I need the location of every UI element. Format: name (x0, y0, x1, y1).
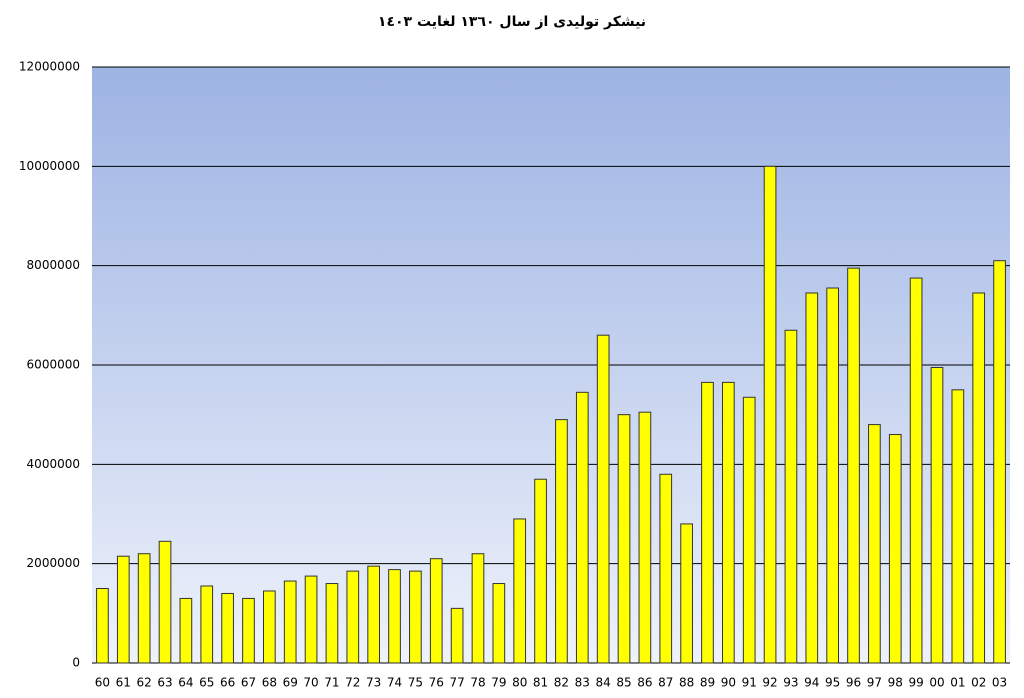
y-tick-label: 6000000 (27, 358, 80, 372)
bar (137, 553, 151, 664)
bar (596, 334, 610, 664)
bar (972, 292, 986, 664)
y-tick-label: 4000000 (27, 457, 80, 471)
bar (617, 414, 631, 664)
x-tick-label: 88 (679, 676, 694, 690)
x-tick-label: 78 (470, 676, 485, 690)
x-tick-label: 82 (554, 676, 569, 690)
x-tick-label: 98 (888, 676, 903, 690)
x-tick-label: 71 (324, 676, 339, 690)
x-tick-label: 72 (345, 676, 360, 690)
bar (638, 411, 652, 664)
y-tick-label: 12000000 (19, 60, 80, 74)
bar (283, 580, 297, 664)
x-tick-label: 81 (533, 676, 548, 690)
bar (721, 381, 735, 664)
x-tick-label: 97 (867, 676, 882, 690)
bar (909, 277, 923, 664)
bar (847, 267, 860, 664)
x-tick-label: 00 (929, 676, 944, 690)
bar (325, 583, 339, 664)
bar (429, 558, 443, 664)
x-tick-label: 96 (846, 676, 861, 690)
x-tick-label: 84 (596, 676, 611, 690)
x-tick-label: 85 (616, 676, 631, 690)
bar (784, 329, 798, 664)
bar (680, 523, 693, 664)
x-tick-label: 86 (637, 676, 652, 690)
bar (367, 565, 381, 664)
bar (805, 292, 819, 664)
bar (555, 419, 568, 664)
bar (742, 396, 756, 664)
y-tick-label: 2000000 (27, 556, 80, 570)
bar (575, 391, 589, 664)
bar (513, 518, 527, 664)
x-tick-label: 99 (908, 676, 923, 690)
x-tick-label: 77 (449, 676, 464, 690)
x-tick-label: 67 (241, 676, 256, 690)
bar (763, 165, 777, 664)
x-tick-label: 60 (95, 676, 110, 690)
x-tick-label: 61 (116, 676, 131, 690)
x-tick-label: 80 (512, 676, 527, 690)
bar (116, 555, 130, 664)
x-tick-label: 94 (804, 676, 819, 690)
x-tick-label: 73 (366, 676, 381, 690)
bar (868, 424, 881, 664)
bar (200, 585, 214, 664)
bar (96, 588, 109, 664)
x-tick-label: 93 (783, 676, 798, 690)
bar (993, 260, 1006, 664)
bar (346, 570, 360, 664)
x-tick-label: 66 (220, 676, 235, 690)
x-tick-label: 75 (408, 676, 423, 690)
x-tick-label: 83 (575, 676, 590, 690)
bar (388, 569, 401, 664)
x-tick-label: 87 (658, 676, 673, 690)
bar (471, 553, 485, 664)
bar (951, 389, 965, 664)
x-tick-label: 62 (137, 676, 152, 690)
x-tick-label: 68 (262, 676, 277, 690)
bar (659, 473, 673, 664)
x-tick-label: 63 (157, 676, 172, 690)
x-tick-label: 01 (950, 676, 965, 690)
bar (492, 583, 506, 664)
bar (534, 478, 547, 664)
x-tick-label: 64 (178, 676, 193, 690)
bar (221, 592, 234, 664)
x-tick-label: 89 (700, 676, 715, 690)
y-tick-label: 0 (72, 656, 80, 670)
y-tick-label: 8000000 (27, 258, 80, 272)
bar (304, 575, 318, 664)
x-tick-label: 65 (199, 676, 214, 690)
x-tick-label: 70 (303, 676, 318, 690)
chart-title: نیشکر تولیدی از سال ١٣٦٠ لغایت ١٤٠٣ (378, 14, 646, 30)
x-tick-label: 02 (971, 676, 986, 690)
x-tick-label: 91 (742, 676, 757, 690)
bar (701, 381, 714, 664)
bar (450, 607, 464, 664)
x-tick-label: 79 (491, 676, 506, 690)
bar (930, 366, 944, 664)
x-tick-label: 90 (721, 676, 736, 690)
bar (888, 434, 902, 664)
bar (179, 597, 193, 664)
bar (409, 570, 422, 664)
bar (158, 540, 172, 664)
bar (826, 287, 840, 664)
x-tick-label: 69 (283, 676, 298, 690)
bar (242, 597, 255, 664)
x-tick-label: 76 (429, 676, 444, 690)
x-tick-label: 92 (762, 676, 777, 690)
y-tick-label: 10000000 (19, 159, 80, 173)
x-tick-label: 74 (387, 676, 402, 690)
x-tick-label: 03 (992, 676, 1007, 690)
bar (262, 590, 276, 664)
x-tick-label: 95 (825, 676, 840, 690)
